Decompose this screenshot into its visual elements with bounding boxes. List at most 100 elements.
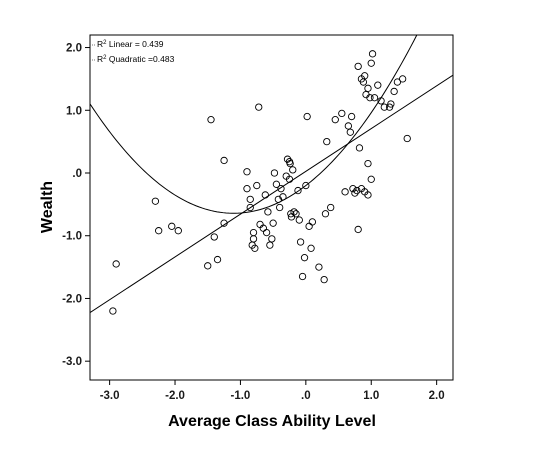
data-point [303,112,311,121]
data-point [207,116,215,124]
data-point [367,175,375,183]
data-point [364,84,372,92]
data-point [268,235,276,243]
y-tick-label: -2.0 [62,293,82,305]
data-point [367,59,375,67]
data-point [277,185,285,193]
data-point [112,260,120,268]
fit-lines [90,35,453,313]
data-point [403,134,411,143]
data-point [262,228,271,237]
y-tick-label: -1.0 [62,231,82,243]
y-tick-label: 2.0 [66,43,82,55]
data-point [390,87,398,96]
data-point [307,244,315,252]
data-point [296,238,305,246]
y-axis-title: Wealth [39,181,56,233]
data-point [279,193,287,201]
x-axis-title: Average Class Ability Level [168,413,376,430]
data-point [320,275,328,284]
data-point [380,103,388,111]
data-point [393,78,402,86]
data-point [270,169,279,177]
data-point [368,50,377,58]
plot-area [89,34,454,381]
data-point [261,191,269,199]
linear-fit-line [90,74,453,313]
data-point [364,159,372,168]
y-axis: -3.0 -2.0 -1.0 .0 1.0 2.0 [62,43,90,368]
data-point [246,203,254,212]
legend-linear-label: R2 Linear = 0.439 [97,39,164,49]
data-point [210,233,218,241]
data-point [308,218,317,226]
data-point [302,181,310,190]
data-point [295,216,303,224]
x-tick-label: -3.0 [100,390,120,402]
data-point [354,62,362,71]
data-point [327,203,335,212]
data-point [151,197,160,205]
x-tick-label: 1.0 [363,390,379,402]
data-point [385,103,394,111]
data-point [204,262,212,270]
data-point [285,175,294,183]
data-point [377,97,385,105]
data-point [354,225,362,234]
data-point [323,137,331,146]
legend: R2 Linear = 0.439 R2 Quadratic =0.483 [90,39,175,64]
data-point [255,103,263,111]
data-point [213,255,222,264]
data-point [355,144,364,152]
data-point [155,227,163,235]
data-point [174,227,182,235]
data-point [347,112,356,121]
data-point [346,128,354,136]
x-tick-label: 2.0 [429,390,445,402]
data-point [353,186,361,195]
data-point [298,272,307,281]
data-point [289,166,297,174]
data-point [398,75,407,83]
data-point [220,156,228,165]
data-point [300,254,309,262]
data-point [243,168,251,176]
legend-quadratic-label: R2 Quadratic =0.483 [97,54,175,64]
data-point [272,180,281,188]
data-point [292,210,300,218]
data-point [321,210,330,218]
data-point [274,195,283,203]
data-point [220,219,228,227]
x-tick-label: -1.0 [231,390,251,402]
y-tick-label: -3.0 [62,356,82,368]
data-point [249,235,258,243]
data-point [351,189,359,197]
data-point [370,94,379,102]
y-tick-label: 1.0 [66,105,82,117]
data-point [338,109,346,118]
data-points [109,50,411,315]
data-point [364,191,372,199]
data-point [387,100,395,108]
data-point [246,195,254,203]
data-point [251,244,259,252]
data-point [294,186,302,195]
data-point [366,94,374,102]
data-point [243,185,251,193]
data-point [349,185,357,193]
data-point [341,188,349,196]
data-point [361,72,369,80]
data-point [286,159,294,168]
data-point [109,307,117,315]
data-point [168,222,176,230]
x-tick-label: -2.0 [165,390,185,402]
data-point [290,208,298,216]
data-point [315,263,323,271]
data-point [276,203,284,212]
x-axis: -3.0 -2.0 -1.0 .0 1.0 2.0 [100,380,445,402]
x-tick-label: .0 [301,390,311,402]
data-point [264,208,272,216]
y-tick-label: .0 [72,168,82,180]
data-point [331,116,339,124]
